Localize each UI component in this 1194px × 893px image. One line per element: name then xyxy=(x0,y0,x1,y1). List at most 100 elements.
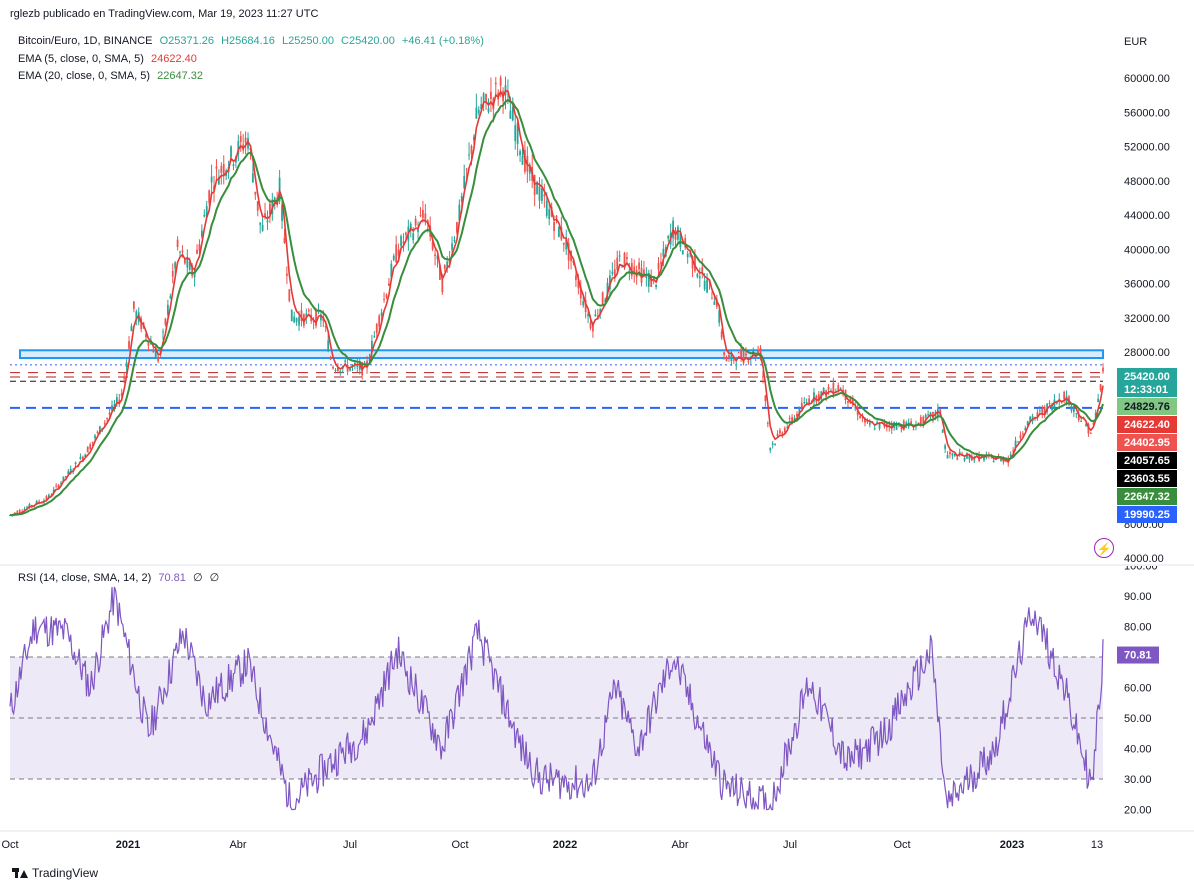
price-chart[interactable]: 60000.00 56000.00 52000.00 48000.00 44000.00… xyxy=(0,0,1194,566)
candle-body xyxy=(191,265,194,276)
candle-body xyxy=(300,310,303,321)
price-badge-text: 24402.95 xyxy=(1124,437,1170,449)
candle-body xyxy=(545,200,548,216)
candle-body xyxy=(395,244,398,263)
candle-body xyxy=(477,109,480,114)
symbol-name[interactable]: Bitcoin/Euro, 1D, BINANCE xyxy=(18,35,153,47)
lightning-icon[interactable]: ⚡ xyxy=(1094,538,1114,558)
candle-body xyxy=(638,262,640,270)
candle-body xyxy=(543,194,546,197)
candle-body xyxy=(200,230,203,237)
candle-body xyxy=(650,276,653,287)
candle-body xyxy=(779,430,781,434)
candle-body xyxy=(490,91,492,100)
candle-body xyxy=(910,421,913,426)
candle-body xyxy=(118,399,121,404)
candle-body xyxy=(113,404,116,407)
candle-body xyxy=(973,458,976,461)
candle-body xyxy=(193,271,196,278)
candle-body xyxy=(596,315,599,318)
candle-body xyxy=(183,258,186,264)
candle-body xyxy=(713,301,716,305)
candle-body xyxy=(694,255,696,271)
candle-body xyxy=(567,242,570,261)
candle-body xyxy=(1092,423,1095,425)
candle-body xyxy=(927,414,930,416)
candle-body xyxy=(548,209,551,220)
candle-body xyxy=(115,397,118,403)
candle-body xyxy=(181,250,184,253)
candle-body xyxy=(647,273,650,287)
candle-body xyxy=(434,254,436,256)
candle-body xyxy=(728,355,730,358)
candle-body xyxy=(589,322,592,329)
candle-body xyxy=(390,263,393,278)
footer-brand: TradingView xyxy=(12,866,98,880)
candle-body xyxy=(599,309,602,315)
candle-body xyxy=(740,349,742,360)
candle-body xyxy=(453,240,456,242)
candle-body xyxy=(803,402,806,404)
candle-body xyxy=(528,165,531,174)
candle-body xyxy=(1051,404,1053,411)
candle-body xyxy=(84,454,87,457)
x-tick-label: Abr xyxy=(229,839,246,851)
candle-body xyxy=(439,264,441,280)
candle-body xyxy=(1024,428,1027,430)
price-badge-bg xyxy=(1117,368,1177,397)
candle-body xyxy=(174,262,177,269)
candle-body xyxy=(1026,421,1029,426)
candle-body xyxy=(679,232,682,248)
candle-body xyxy=(611,271,614,274)
candle-body xyxy=(417,228,419,232)
candle-body xyxy=(166,304,169,315)
candle-body xyxy=(254,191,257,195)
candle-body xyxy=(1017,441,1019,443)
rsi-chart[interactable]: 100.0090.0080.0070.0060.0050.0040.0030.0… xyxy=(0,566,1194,856)
candle-body xyxy=(822,388,825,392)
candle-body xyxy=(108,412,111,415)
candle-body xyxy=(558,227,560,237)
candle-body xyxy=(315,310,317,326)
ohlc-close: C25420.00 xyxy=(341,35,395,47)
candle-body xyxy=(1060,402,1063,404)
rsi-legend[interactable]: RSI (14, close, SMA, 14, 2) 70.81 ∅ ∅ xyxy=(18,571,223,584)
candle-body xyxy=(203,214,206,217)
price-tick-label: 44000.00 xyxy=(1124,210,1170,222)
candle-body xyxy=(946,455,949,459)
candle-body xyxy=(1014,440,1017,449)
candle-body xyxy=(487,108,490,112)
x-tick-label: Abr xyxy=(671,839,688,851)
candle-body xyxy=(402,241,405,244)
candle-body xyxy=(1053,399,1056,409)
candle-body xyxy=(725,357,728,362)
price-tick-label: 36000.00 xyxy=(1124,279,1170,291)
candle-body xyxy=(762,376,764,378)
candle-body xyxy=(451,243,453,250)
candle-body xyxy=(9,515,11,517)
candle-body xyxy=(380,312,383,316)
x-tick-label: Jul xyxy=(343,839,357,851)
candle-body xyxy=(936,408,939,418)
candle-body xyxy=(458,204,461,221)
ema20-legend[interactable]: EMA (20, close, 0, SMA, 5) 22647.32 xyxy=(18,70,207,82)
candle-body xyxy=(324,325,327,328)
price-badge-bg xyxy=(1117,452,1177,469)
candle-body xyxy=(482,93,485,102)
candle-body xyxy=(684,238,687,248)
rsi-tick-label: 80.00 xyxy=(1124,622,1152,634)
candle-body xyxy=(111,405,113,411)
candle-body xyxy=(885,422,888,428)
candle-body xyxy=(706,279,708,293)
ema20-value: 22647.32 xyxy=(157,70,204,82)
ema5-legend[interactable]: EMA (5, close, 0, SMA, 5) 24622.40 xyxy=(18,53,201,65)
candle-body xyxy=(511,107,514,121)
candle-body xyxy=(662,248,665,257)
candle-body xyxy=(577,281,580,289)
candle-body xyxy=(944,445,947,449)
candle-body xyxy=(230,146,232,158)
price-badge-subtext: 12:33:01 xyxy=(1124,384,1168,396)
candle-body xyxy=(805,401,808,404)
candle-body xyxy=(732,359,735,361)
candle-body xyxy=(332,366,334,369)
